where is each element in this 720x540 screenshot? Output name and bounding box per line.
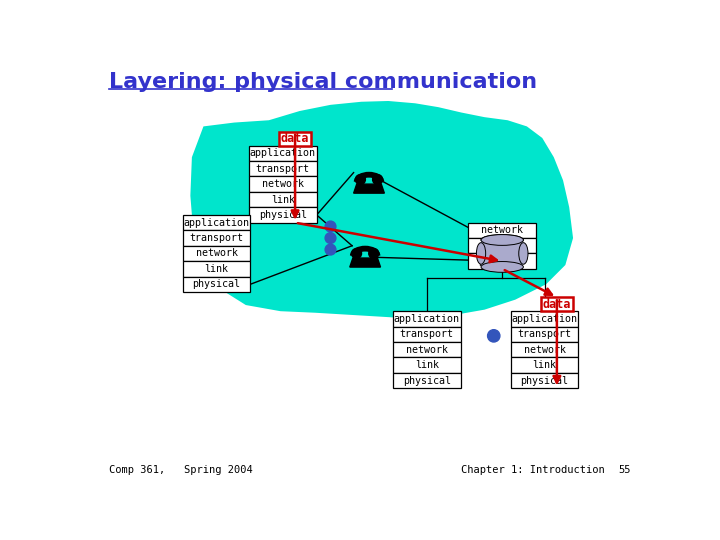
Ellipse shape — [519, 242, 528, 264]
Bar — [249, 177, 317, 192]
Text: link: link — [415, 360, 438, 370]
Circle shape — [325, 221, 336, 232]
Circle shape — [325, 244, 336, 255]
Bar — [279, 132, 311, 146]
Bar — [468, 222, 536, 238]
Circle shape — [487, 330, 500, 342]
Text: application: application — [250, 148, 316, 158]
Bar — [393, 342, 461, 357]
Text: Layering: physical communication: Layering: physical communication — [109, 72, 537, 92]
Ellipse shape — [481, 261, 523, 272]
Bar — [249, 207, 317, 222]
Bar — [481, 240, 523, 267]
Text: transport: transport — [400, 329, 454, 339]
Bar — [393, 373, 461, 388]
Bar — [183, 276, 251, 292]
Text: transport: transport — [189, 233, 243, 243]
Text: data: data — [543, 298, 571, 310]
Bar — [468, 238, 536, 253]
Text: network: network — [406, 345, 448, 355]
Text: Chapter 1: Introduction: Chapter 1: Introduction — [462, 465, 605, 475]
Text: application: application — [394, 314, 460, 324]
Text: link: link — [271, 194, 294, 205]
Text: transport: transport — [518, 329, 572, 339]
Text: network: network — [481, 225, 523, 235]
Text: physical: physical — [258, 210, 307, 220]
Bar — [249, 146, 317, 161]
Bar — [183, 215, 251, 231]
Bar — [183, 246, 251, 261]
Bar — [510, 357, 578, 373]
Bar — [510, 327, 578, 342]
Bar — [393, 311, 461, 327]
Circle shape — [351, 248, 361, 259]
Bar — [249, 192, 317, 207]
Text: link: link — [490, 241, 514, 251]
Ellipse shape — [477, 242, 486, 264]
Bar — [393, 327, 461, 342]
Text: application: application — [511, 314, 577, 324]
Text: network: network — [523, 345, 566, 355]
Bar — [510, 373, 578, 388]
Ellipse shape — [481, 234, 523, 245]
Polygon shape — [354, 184, 384, 193]
Bar — [393, 357, 461, 373]
Circle shape — [325, 233, 336, 244]
Polygon shape — [350, 258, 380, 267]
Bar — [249, 161, 317, 177]
Circle shape — [373, 174, 382, 185]
Circle shape — [356, 174, 365, 185]
Circle shape — [369, 248, 379, 259]
Text: link: link — [533, 360, 557, 370]
Bar — [183, 261, 251, 276]
Bar — [510, 311, 578, 327]
Text: network: network — [196, 248, 238, 259]
Bar — [183, 231, 251, 246]
Text: data: data — [281, 132, 310, 145]
Text: application: application — [184, 218, 250, 228]
Bar — [541, 298, 573, 311]
Text: physical: physical — [402, 375, 451, 386]
Text: 55: 55 — [618, 465, 631, 475]
Polygon shape — [190, 101, 573, 319]
Text: Comp 361,   Spring 2004: Comp 361, Spring 2004 — [109, 465, 253, 475]
Text: physical: physical — [521, 375, 569, 386]
Text: transport: transport — [256, 164, 310, 174]
Text: physical: physical — [192, 279, 240, 289]
Ellipse shape — [481, 234, 523, 245]
Bar — [510, 342, 578, 357]
Text: physical: physical — [478, 256, 526, 266]
Text: network: network — [262, 179, 304, 189]
Bar — [468, 253, 536, 269]
Text: link: link — [204, 264, 228, 274]
